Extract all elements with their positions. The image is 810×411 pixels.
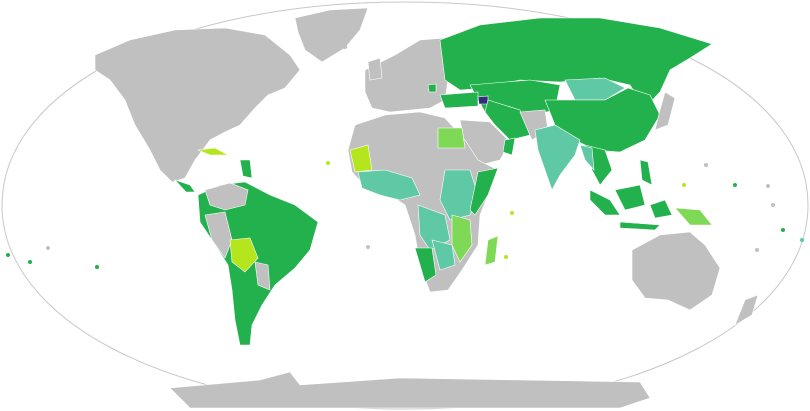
paraguay-uruguay[interactable]: [254, 261, 271, 291]
papua[interactable]: [674, 207, 713, 226]
philippines[interactable]: [639, 159, 653, 186]
island-dot: [781, 228, 785, 232]
oman[interactable]: [502, 137, 516, 156]
island-markers: [6, 45, 804, 269]
island-dot: [771, 203, 775, 207]
central-america-green[interactable]: [173, 179, 196, 193]
island-dot: [510, 211, 514, 215]
island-dot: [366, 245, 370, 249]
australia[interactable]: [631, 231, 721, 311]
moldova-green[interactable]: [427, 83, 437, 93]
madagascar[interactable]: [484, 235, 499, 266]
island-dot: [800, 238, 804, 242]
indonesia-malaysia[interactable]: [589, 184, 673, 231]
new-zealand[interactable]: [734, 294, 759, 326]
island-dot: [46, 246, 50, 250]
north-america[interactable]: [94, 27, 301, 183]
bolivia[interactable]: [229, 237, 259, 273]
antarctica[interactable]: [169, 371, 651, 409]
island-dot: [95, 265, 99, 269]
island-dot: [6, 253, 10, 257]
armenia[interactable]: [477, 95, 489, 105]
cuba[interactable]: [196, 147, 229, 156]
caribbean-islands[interactable]: [239, 159, 253, 179]
india[interactable]: [534, 124, 581, 191]
egypt[interactable]: [437, 127, 466, 149]
mozambique-malawi[interactable]: [451, 214, 473, 263]
island-dot: [733, 183, 737, 187]
peru[interactable]: [204, 211, 233, 259]
island-dot: [504, 255, 508, 259]
island-dot: [326, 161, 330, 165]
turkey[interactable]: [439, 91, 479, 109]
myanmar-thailand[interactable]: [579, 144, 595, 171]
island-dot: [766, 184, 770, 188]
colombia-venezuela[interactable]: [204, 182, 249, 211]
island-dot: [343, 45, 347, 49]
east-africa[interactable]: [439, 169, 479, 221]
west-africa[interactable]: [357, 169, 421, 201]
island-dot: [704, 163, 708, 167]
island-dot: [755, 248, 759, 252]
british-isles[interactable]: [367, 57, 383, 81]
island-dot: [28, 260, 32, 264]
southern-africa[interactable]: [431, 239, 456, 271]
mauritania[interactable]: [349, 144, 373, 173]
europe[interactable]: [364, 37, 449, 113]
namibia[interactable]: [414, 247, 437, 283]
japan[interactable]: [654, 91, 676, 131]
island-dot: [682, 183, 686, 187]
mongolia[interactable]: [564, 77, 626, 101]
somalia[interactable]: [469, 167, 499, 216]
